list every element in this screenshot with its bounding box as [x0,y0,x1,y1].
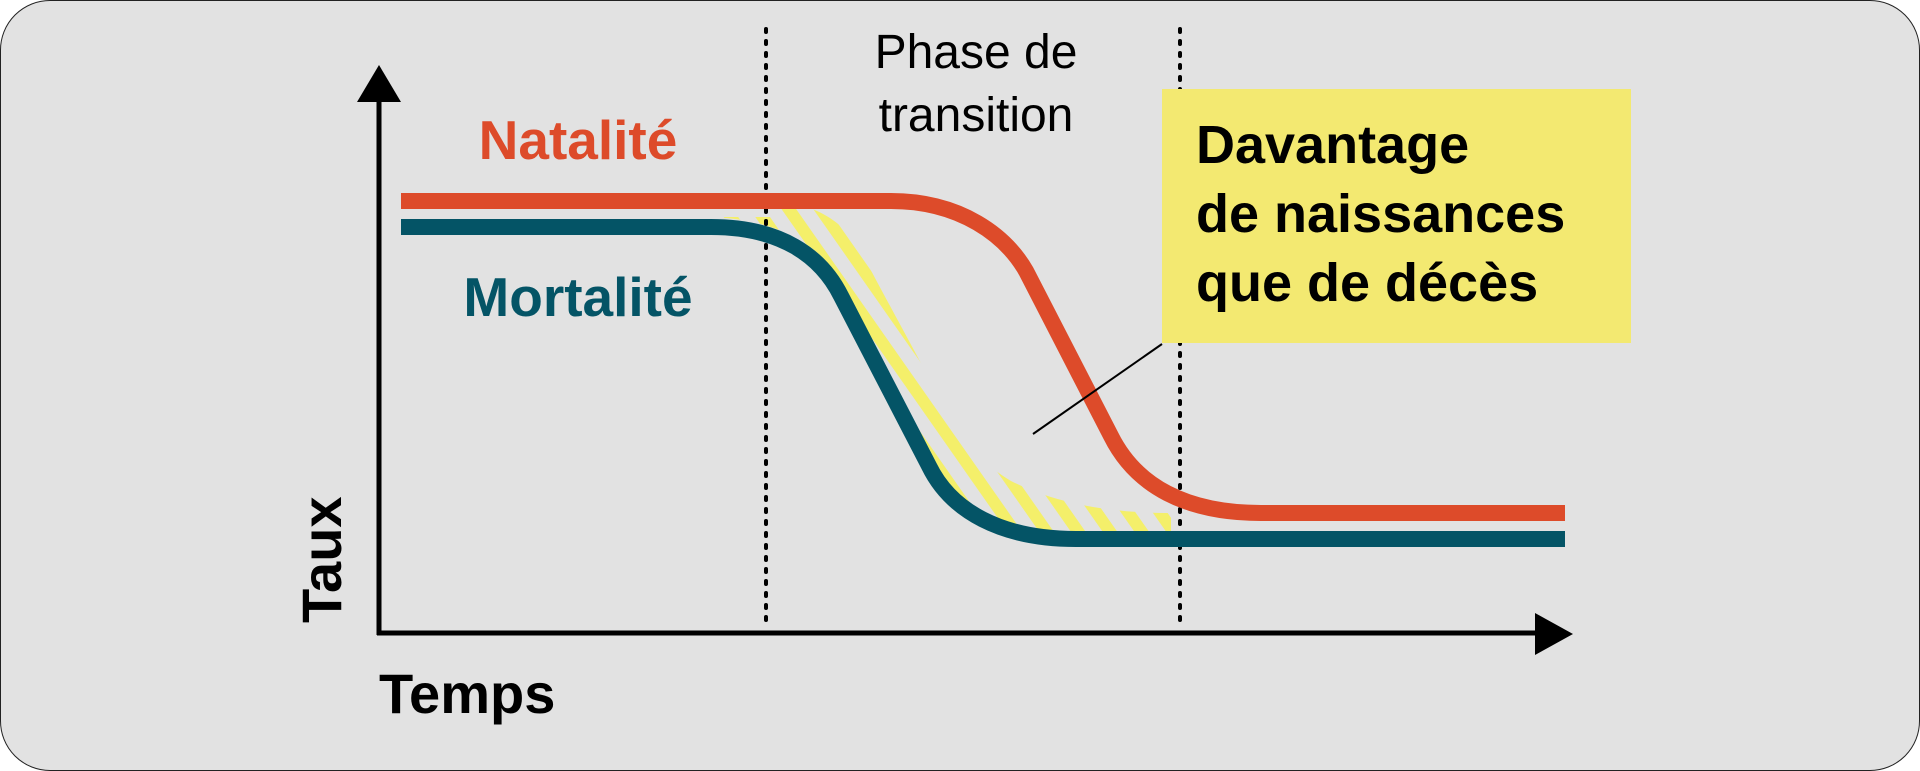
x-axis-arrowhead [1535,613,1573,655]
natalite-label: Natalité [479,109,678,171]
callout-line-1: Davantage [1196,115,1470,175]
surplus-hatched-area [711,199,1171,537]
surplus-callout: Davantage de naissances que de décès [1162,89,1631,343]
natalite-curve [401,193,1565,521]
phase-label-line-2: transition [879,89,1074,142]
y-axis-label: Taux [290,496,353,623]
phase-label-line-1: Phase de [875,26,1078,79]
y-axis-arrowhead [357,65,401,102]
mortalite-label: Mortalité [463,266,692,328]
x-axis-label: Temps [379,662,555,725]
mortalite-curve [401,219,1565,547]
callout-line-3: que de décès [1196,253,1539,313]
callout-leader-line [1032,343,1163,435]
callout-line-2: de naissances [1196,184,1566,244]
